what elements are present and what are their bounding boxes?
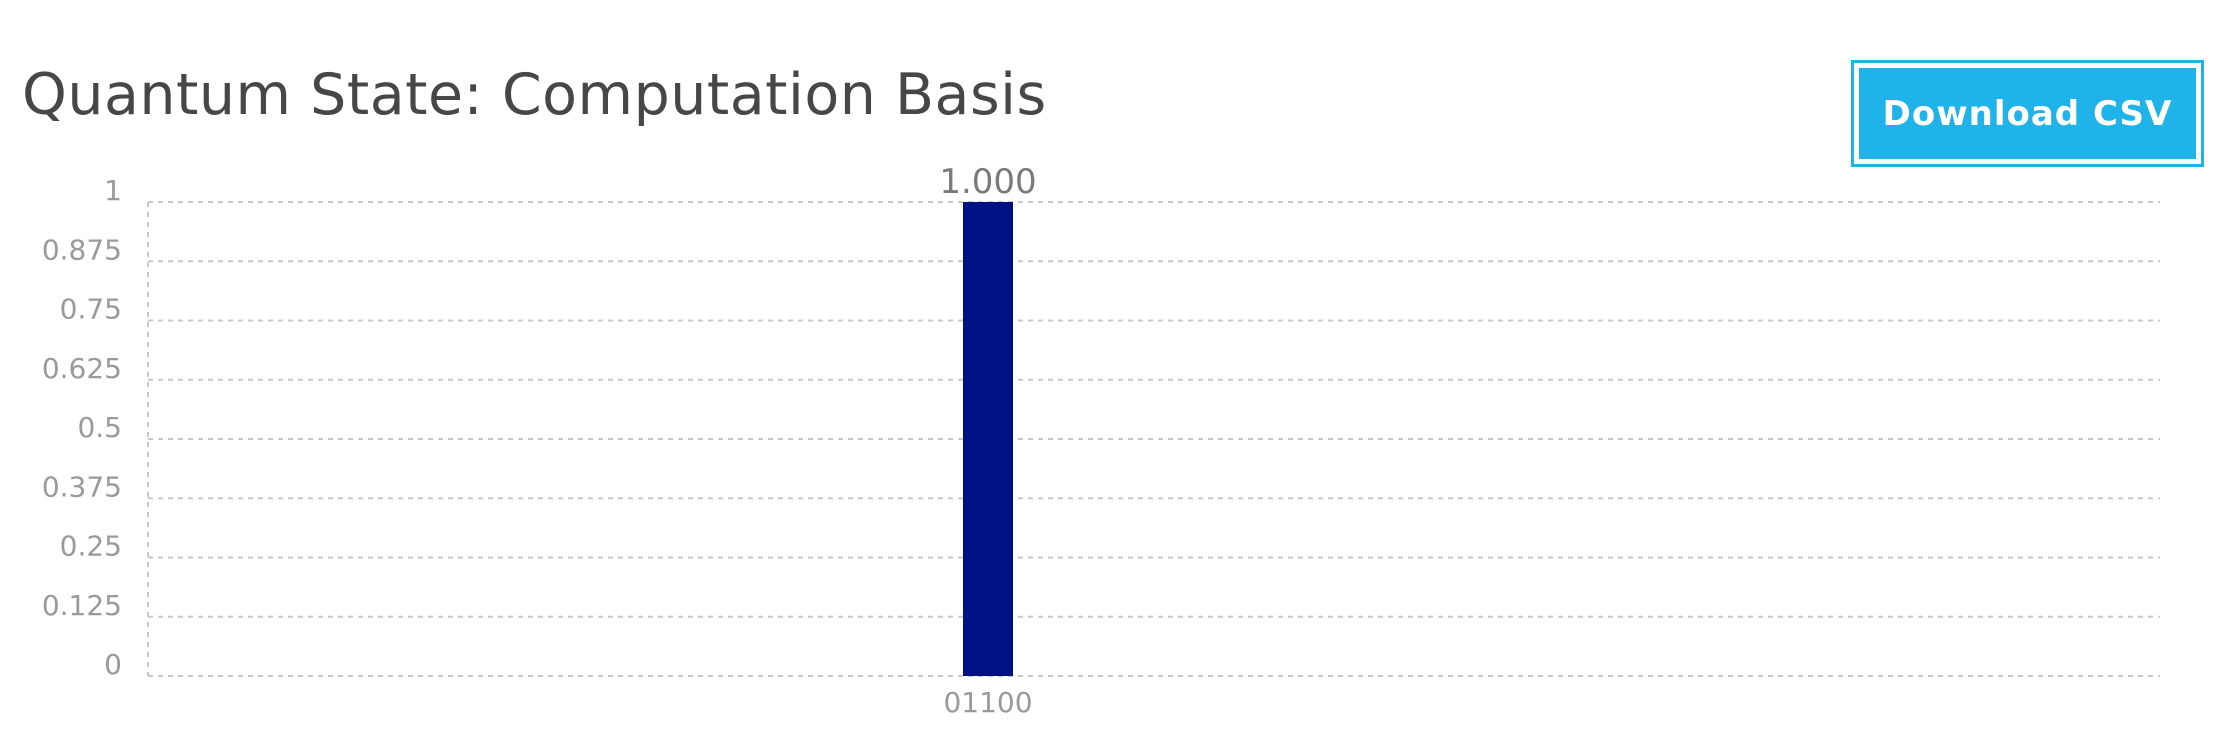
grid-lines — [147, 201, 2160, 677]
download-csv-button[interactable]: Download CSV — [1859, 68, 2196, 159]
download-button-frame: Download CSV — [1851, 60, 2204, 167]
y-axis-tick-labels: 0 0.125 0.25 0.375 0.5 0.625 0.75 0.875 1 — [42, 174, 122, 681]
chart-title: Quantum State: Computation Basis — [22, 62, 1047, 128]
y-tick-label: 0.625 — [42, 352, 122, 385]
y-tick-label: 0 — [104, 648, 122, 681]
bar — [963, 202, 1013, 676]
x-axis-tick-labels: 01100 — [943, 686, 1032, 719]
bars — [963, 202, 1013, 676]
bar-value-label: 1.000 — [939, 162, 1036, 202]
y-tick-label: 0.75 — [60, 293, 122, 326]
y-tick-label: 0.25 — [60, 530, 122, 563]
y-tick-label: 0.875 — [42, 233, 122, 266]
y-tick-label: 1 — [104, 174, 122, 207]
y-tick-label: 0.375 — [42, 470, 122, 503]
bar-value-labels: 1.000 — [939, 162, 1036, 202]
y-tick-label: 0.125 — [42, 589, 122, 622]
x-tick-label: 01100 — [943, 686, 1032, 719]
y-tick-label: 0.5 — [77, 411, 122, 444]
